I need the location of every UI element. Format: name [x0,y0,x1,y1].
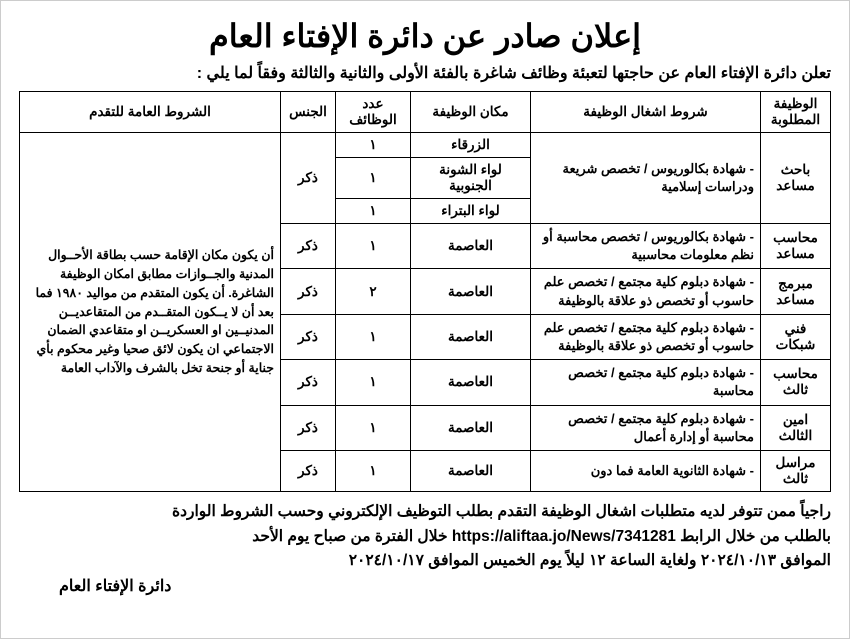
cell-loc: العاصمة [411,314,531,359]
footer-line2b: خلال الفترة من صباح يوم الأحد [252,528,447,545]
cell-job: مراسل ثالث [761,450,831,491]
cell-gender: ذكر [281,269,336,314]
col-req: شروط اشغال الوظيفة [531,92,761,133]
jobs-table: الوظيفة المطلوبة شروط اشغال الوظيفة مكان… [19,91,831,492]
footer-line1: راجياً ممن تتوفر لديه متطلبات اشغال الوظ… [172,503,831,520]
col-cond: الشروط العامة للتقدم [20,92,281,133]
cell-count: ١ [336,224,411,269]
cell-job: امين الثالث [761,405,831,450]
cell-count: ١ [336,450,411,491]
cell-gender: ذكر [281,314,336,359]
footer-line2a: بالطلب من خلال الرابط [676,528,831,545]
cell-loc: لواء البتراء [411,199,531,224]
cell-gender: ذكر [281,133,336,224]
cell-count: ٢ [336,269,411,314]
document-page: إعلان صادر عن دائرة الإفتاء العام تعلن د… [0,0,850,639]
footer-line3: الموافق ٢٠٢٤/١٠/١٣ ولغاية الساعة ١٢ ليلا… [349,552,831,569]
cell-req: - شهادة بكالوريوس / تخصص محاسبة أو نظم م… [531,224,761,269]
cell-gender: ذكر [281,360,336,405]
cell-job: مبرمج مساعد [761,269,831,314]
intro-text: تعلن دائرة الإفتاء العام عن حاجتها لتعبئ… [19,63,831,83]
cell-loc: العاصمة [411,224,531,269]
signature: دائرة الإفتاء العام [19,576,831,596]
col-gender: الجنس [281,92,336,133]
cell-req: - شهادة دبلوم كلية مجتمع / تخصص محاسبة أ… [531,405,761,450]
footer-paragraph: راجياً ممن تتوفر لديه متطلبات اشغال الوظ… [19,500,831,574]
cell-job: محاسب ثالث [761,360,831,405]
cell-job: باحث مساعد [761,133,831,224]
table-row: باحث مساعد - شهادة بكالوريوس / تخصص شريع… [20,133,831,158]
cell-loc: لواء الشونة الجنوبية [411,158,531,199]
cell-gender: ذكر [281,405,336,450]
footer-url: https://aliftaa.jo/News/7341281 [452,528,676,545]
col-loc: مكان الوظيفة [411,92,531,133]
cell-gender: ذكر [281,224,336,269]
cell-req: - شهادة دبلوم كلية مجتمع / تخصص علم حاسو… [531,269,761,314]
cell-req: - شهادة دبلوم كلية مجتمع / تخصص محاسبة [531,360,761,405]
col-job: الوظيفة المطلوبة [761,92,831,133]
cell-gender: ذكر [281,450,336,491]
cell-loc: العاصمة [411,360,531,405]
cell-count: ١ [336,314,411,359]
cell-req: - شهادة بكالوريوس / تخصص شريعة ودراسات إ… [531,133,761,224]
cell-count: ١ [336,133,411,158]
cell-loc: العاصمة [411,269,531,314]
col-count: عدد الوظائف [336,92,411,133]
table-header-row: الوظيفة المطلوبة شروط اشغال الوظيفة مكان… [20,92,831,133]
cell-req: - شهادة دبلوم كلية مجتمع / تخصص علم حاسو… [531,314,761,359]
cell-job: محاسب مساعد [761,224,831,269]
cell-job: فني شبكات [761,314,831,359]
page-title: إعلان صادر عن دائرة الإفتاء العام [19,17,831,55]
cell-conditions: أن يكون مكان الإقامة حسب بطاقة الأحــوال… [20,133,281,492]
cell-count: ١ [336,199,411,224]
cell-loc: العاصمة [411,405,531,450]
cell-loc: العاصمة [411,450,531,491]
cell-req: - شهادة الثانوية العامة فما دون [531,450,761,491]
cell-count: ١ [336,360,411,405]
cell-count: ١ [336,158,411,199]
cell-count: ١ [336,405,411,450]
cell-loc: الزرقاء [411,133,531,158]
